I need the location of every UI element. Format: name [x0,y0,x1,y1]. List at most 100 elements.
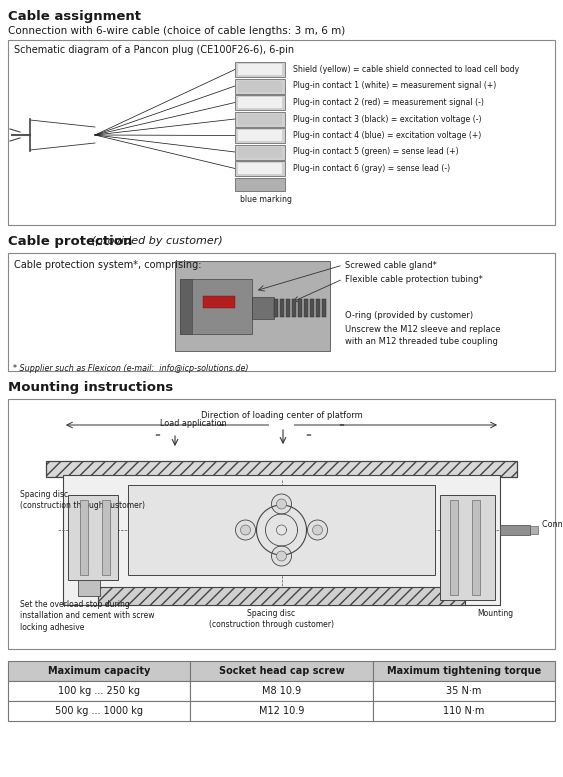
Text: Screwed cable gland*: Screwed cable gland* [345,261,437,270]
Bar [286,299,290,317]
Text: Socket head cap screw: Socket head cap screw [218,666,345,676]
Bar [292,299,296,317]
Bar [450,500,458,595]
Bar [175,261,330,351]
Text: =: = [154,432,160,438]
Bar [238,81,282,92]
Text: Unscrew the M12 sleeve and replace
with an M12 threaded tube coupling: Unscrew the M12 sleeve and replace with … [345,325,501,346]
Circle shape [307,520,328,540]
Bar [472,500,480,595]
Bar [8,40,555,225]
Bar [235,62,285,77]
Bar [80,500,88,575]
Bar [373,661,555,681]
Text: Direction of loading center of platform: Direction of loading center of platform [200,411,363,420]
Bar [128,485,435,575]
Text: Plug-in contact 5 (green) = sense lead (+): Plug-in contact 5 (green) = sense lead (… [293,148,459,156]
Text: M8 10.9: M8 10.9 [262,686,301,696]
Bar [235,78,285,93]
Bar [500,525,530,535]
Text: 35 N·m: 35 N·m [446,686,481,696]
Circle shape [271,494,292,514]
Bar [298,299,302,317]
Bar [373,681,555,701]
Text: Plug-in contact 4 (blue) = excitation voltage (+): Plug-in contact 4 (blue) = excitation vo… [293,131,481,140]
Text: Plug-in contact 6 (gray) = sense lead (-): Plug-in contact 6 (gray) = sense lead (-… [293,164,450,173]
Bar [373,701,555,721]
Text: Connection cable: Connection cable [542,520,563,529]
Bar [238,113,282,124]
Text: Maximum capacity: Maximum capacity [48,666,150,676]
Circle shape [312,525,323,535]
Circle shape [276,499,287,509]
Text: Shield (yellow) = cable shield connected to load cell body: Shield (yellow) = cable shield connected… [293,65,519,74]
Bar [46,461,517,477]
Bar [310,299,314,317]
Text: Flexible cable protection tubing*: Flexible cable protection tubing* [345,275,483,284]
Text: Maximum tightening torque: Maximum tightening torque [387,666,541,676]
Text: Set the overload stop during
installation and cement with screw
locking adhesive: Set the overload stop during installatio… [20,600,154,632]
Bar [238,147,282,158]
Text: =: = [218,422,225,428]
Text: Cable assignment: Cable assignment [8,10,141,23]
Text: 500 kg ... 1000 kg: 500 kg ... 1000 kg [55,706,143,716]
Bar [63,475,500,605]
Text: M12 10.9: M12 10.9 [259,706,304,716]
Bar [238,130,282,141]
Text: Plug-in contact 1 (white) = measurement signal (+): Plug-in contact 1 (white) = measurement … [293,82,496,90]
Text: * Supplier such as Flexicon (e-mail:  info@icp-solutions.de): * Supplier such as Flexicon (e-mail: inf… [13,364,248,373]
Bar [238,97,282,108]
Bar [316,299,320,317]
Bar [8,253,555,371]
Text: Mounting instructions: Mounting instructions [8,381,173,394]
Text: 110 N·m: 110 N·m [443,706,485,716]
Bar [98,587,465,605]
Text: Schematic diagram of a Pancon plug (CE100F26-6), 6-pin: Schematic diagram of a Pancon plug (CE10… [14,45,294,55]
Bar [8,399,555,649]
Bar [8,661,190,681]
Text: =: = [338,422,345,428]
Text: 100 kg ... 250 kg: 100 kg ... 250 kg [58,686,140,696]
Bar [180,279,192,334]
Bar [180,279,252,334]
Bar [322,299,326,317]
Circle shape [271,546,292,566]
Circle shape [235,520,256,540]
Bar [102,500,110,575]
Text: Plug-in contact 2 (red) = measurement signal (-): Plug-in contact 2 (red) = measurement si… [293,98,484,107]
Bar [235,177,285,190]
Bar [440,495,495,600]
Text: O-ring (provided by customer): O-ring (provided by customer) [345,311,473,320]
Bar [274,299,278,317]
Bar [530,526,538,534]
Bar [190,681,373,701]
Bar [235,95,285,110]
Bar [78,580,100,596]
Bar [280,299,284,317]
Circle shape [276,551,287,561]
Text: Mounting: Mounting [477,609,513,618]
Text: Spacing disc
(construction through customer): Spacing disc (construction through custo… [209,609,334,629]
Bar [8,701,190,721]
Bar [68,495,118,580]
Bar [235,112,285,127]
Bar [238,163,282,174]
Bar [235,128,285,143]
Bar [203,296,235,308]
Text: =: = [305,432,311,438]
Bar [238,64,282,75]
Text: Load application: Load application [160,419,226,428]
Text: Spacing disc
(construction through customer): Spacing disc (construction through custo… [20,490,145,510]
Bar [8,681,190,701]
Text: Connection with 6-wire cable (choice of cable lengths: 3 m, 6 m): Connection with 6-wire cable (choice of … [8,26,345,36]
Bar [190,661,373,681]
Text: Cable protection system*, comprising:: Cable protection system*, comprising: [14,260,202,270]
Bar [252,297,274,319]
Bar [235,161,285,176]
Text: (provided by customer): (provided by customer) [88,236,223,246]
Text: Plug-in contact 3 (black) = excitation voltage (-): Plug-in contact 3 (black) = excitation v… [293,114,481,124]
Circle shape [240,525,251,535]
Bar [235,145,285,159]
Bar [304,299,308,317]
Text: blue marking: blue marking [240,196,292,204]
